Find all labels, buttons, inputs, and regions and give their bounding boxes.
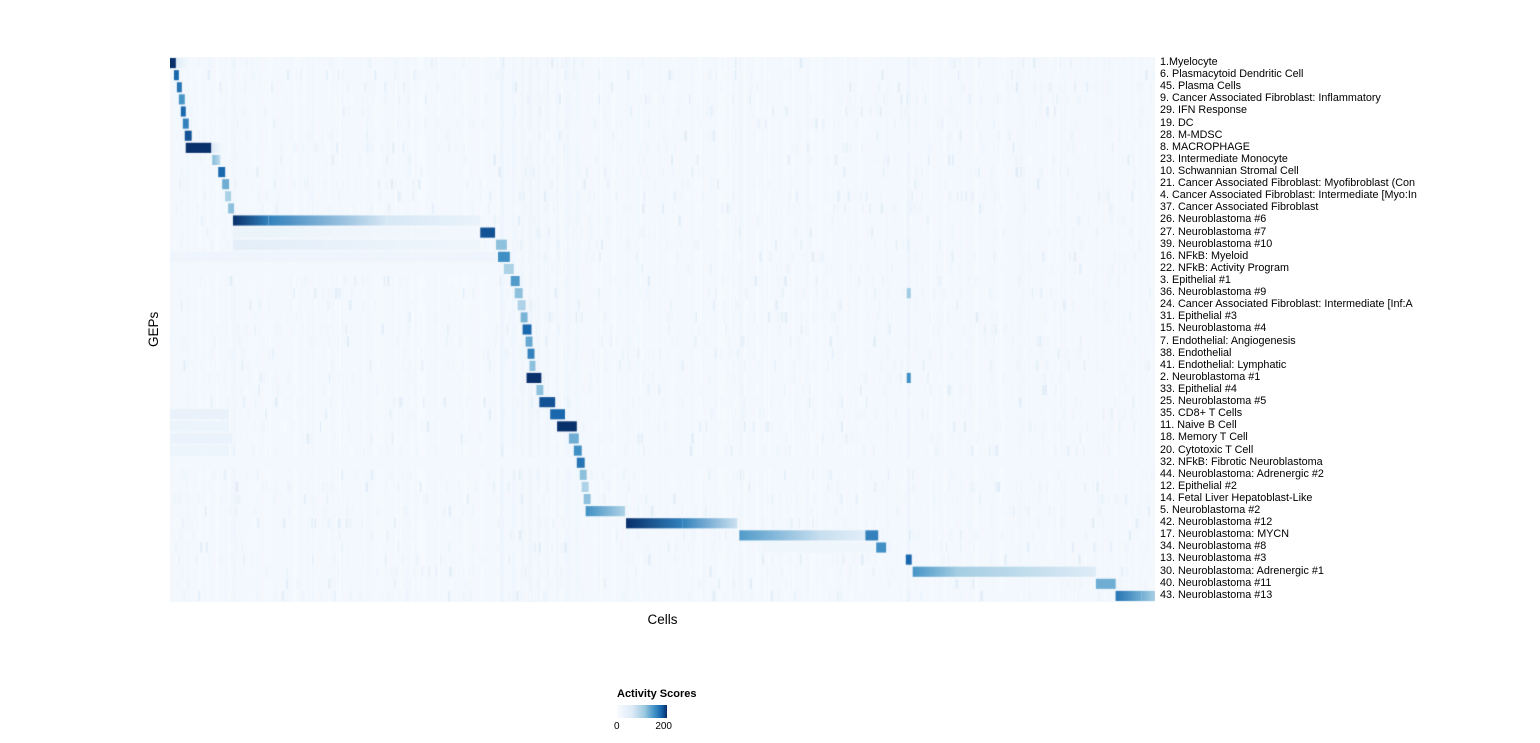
- heatmap-canvas: [170, 57, 1155, 602]
- row-label: 23. Intermediate Monocyte: [1160, 152, 1288, 165]
- row-label: 45. Plasma Cells: [1160, 80, 1242, 93]
- row-label: 24. Cancer Associated Fibroblast: Interm…: [1160, 298, 1413, 311]
- row-label: 28. M-MDSC: [1160, 128, 1223, 141]
- row-label: 20. Cytotoxic T Cell: [1160, 443, 1254, 456]
- legend-max-label: 200: [655, 721, 672, 732]
- row-label: 8. MACROPHAGE: [1160, 140, 1250, 153]
- row-label: 5. Neuroblastoma #2: [1160, 504, 1261, 517]
- row-label: 27. Neuroblastoma #7: [1160, 225, 1267, 238]
- row-label: 26. Neuroblastoma #6: [1160, 213, 1267, 226]
- row-label: 6. Plasmacytoid Dendritic Cell: [1160, 68, 1304, 81]
- row-label: 2. Neuroblastoma #1: [1160, 370, 1261, 383]
- row-label: 11. Naive B Cell: [1160, 419, 1237, 432]
- row-label: 35. CD8+ T Cells: [1160, 407, 1243, 420]
- row-label: 44. Neuroblastoma: Adrenergic #2: [1160, 467, 1324, 480]
- row-label: 37. Cancer Associated Fibroblast: [1160, 201, 1319, 214]
- row-label: 16. NFkB: Myeloid: [1160, 249, 1249, 262]
- row-label: 38. Endothelial: [1160, 346, 1232, 359]
- row-label: 4. Cancer Associated Fibroblast: Interme…: [1160, 189, 1417, 202]
- row-label: 22. NFkB: Activity Program: [1160, 261, 1289, 274]
- row-label: 39. Neuroblastoma #10: [1160, 237, 1273, 250]
- row-label: 32. NFkB: Fibrotic Neuroblastoma: [1160, 455, 1323, 468]
- row-label: 18. Memory T Cell: [1160, 431, 1248, 444]
- row-label: 34. Neuroblastoma #8: [1160, 540, 1267, 553]
- row-label: 29. IFN Response: [1160, 104, 1248, 117]
- row-label: 43. Neuroblastoma #13: [1160, 588, 1273, 601]
- row-label: 25. Neuroblastoma #5: [1160, 395, 1267, 408]
- y-axis-label: GEPs: [146, 311, 161, 347]
- row-label: 33. Epithelial #4: [1160, 382, 1237, 395]
- legend-ticks: 0 200: [614, 721, 672, 732]
- row-label: 12. Epithelial #2: [1160, 479, 1237, 492]
- x-axis-label: Cells: [647, 612, 678, 627]
- row-label: 7. Endothelial: Angiogenesis: [1160, 334, 1296, 347]
- row-label: 21. Cancer Associated Fibroblast: Myofib…: [1160, 177, 1416, 190]
- legend-title: Activity Scores: [617, 688, 697, 700]
- row-label: 14. Fetal Liver Hepatoblast-Like: [1160, 491, 1313, 504]
- row-label: 3. Epithelial #1: [1160, 273, 1231, 286]
- row-label: 41. Endothelial: Lymphatic: [1160, 358, 1287, 371]
- row-label: 31. Epithelial #3: [1160, 310, 1237, 323]
- row-label: 17. Neuroblastoma: MYCN: [1160, 528, 1290, 541]
- row-label: 1.Myelocyte: [1160, 56, 1218, 68]
- row-label: 36. Neuroblastoma #9: [1160, 286, 1267, 299]
- row-label: 10. Schwannian Stromal Cell: [1160, 164, 1299, 177]
- row-label: 15. Neuroblastoma #4: [1160, 322, 1267, 335]
- legend-min-label: 0: [614, 721, 620, 732]
- legend-gradient-bar: [617, 705, 667, 718]
- row-label: 40. Neuroblastoma #11: [1160, 576, 1272, 589]
- legend: Activity Scores 0 200: [614, 688, 727, 732]
- row-label: 9. Cancer Associated Fibroblast: Inflamm…: [1160, 92, 1381, 105]
- row-label: 13. Neuroblastoma #3: [1160, 552, 1267, 565]
- row-label: 19. DC: [1160, 116, 1194, 129]
- row-labels: 1.Myelocyte 6. Plasmacytoid Dendritic Cel…: [1160, 56, 1540, 605]
- row-label: 30. Neuroblastoma: Adrenergic #1: [1160, 564, 1324, 577]
- row-label: 42. Neuroblastoma #12: [1160, 516, 1273, 529]
